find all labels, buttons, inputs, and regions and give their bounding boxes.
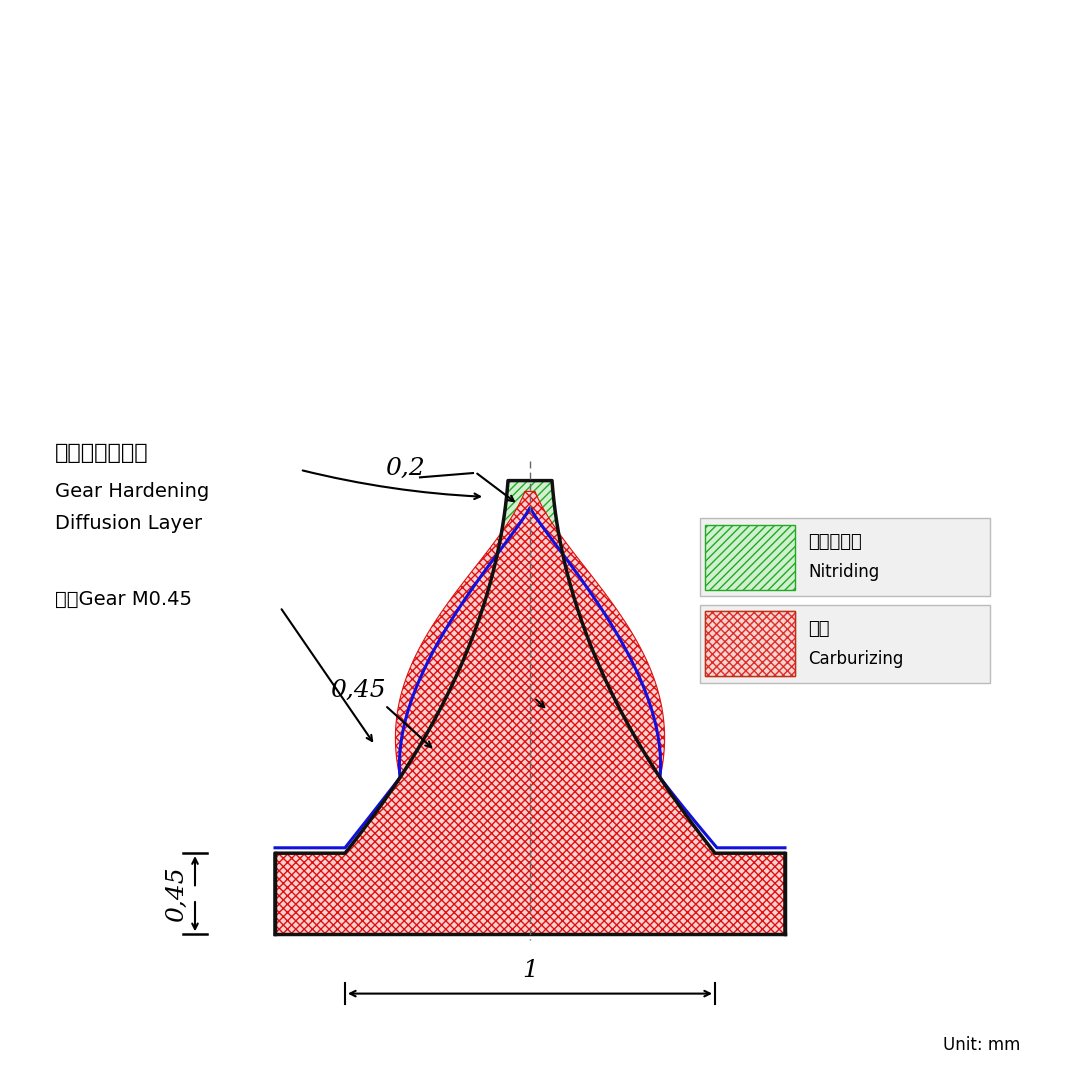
Text: Comparison Between Nitriding: Comparison Between Nitriding xyxy=(36,245,1044,302)
Text: Carburizing: Carburizing xyxy=(808,650,903,667)
Bar xyxy=(700,605,990,683)
Text: 齒輪硬化擴散層: 齒輪硬化擴散層 xyxy=(55,443,149,463)
Text: 齒輪Gear M0.45: 齒輪Gear M0.45 xyxy=(55,590,192,609)
Bar xyxy=(700,518,990,596)
Text: 渗碳: 渗碳 xyxy=(808,620,829,637)
Text: 齒輪 熱處理比一比: 齒輪 熱處理比一比 xyxy=(399,145,681,199)
Text: Nitriding: Nitriding xyxy=(808,564,879,581)
Text: 0,45: 0,45 xyxy=(330,678,386,702)
Text: 0,2: 0,2 xyxy=(384,457,424,481)
Text: Diffusion Layer: Diffusion Layer xyxy=(55,514,202,534)
Text: 0,45: 0,45 xyxy=(165,866,189,921)
Text: Unit: mm: Unit: mm xyxy=(943,1036,1020,1054)
Polygon shape xyxy=(275,491,785,934)
Text: Gear Hardening: Gear Hardening xyxy=(55,482,210,501)
Text: 1: 1 xyxy=(522,959,538,983)
Bar xyxy=(705,525,795,590)
Text: 等離子渗氮: 等離子渗氮 xyxy=(808,534,862,551)
Bar xyxy=(705,611,795,676)
Bar xyxy=(705,611,795,676)
Polygon shape xyxy=(275,481,785,934)
Text: and Carburizing of Gear: and Carburizing of Gear xyxy=(148,335,932,392)
Text: 「等離子渗氮」&「渗碳」: 「等離子渗氮」&「渗碳」 xyxy=(336,51,744,105)
